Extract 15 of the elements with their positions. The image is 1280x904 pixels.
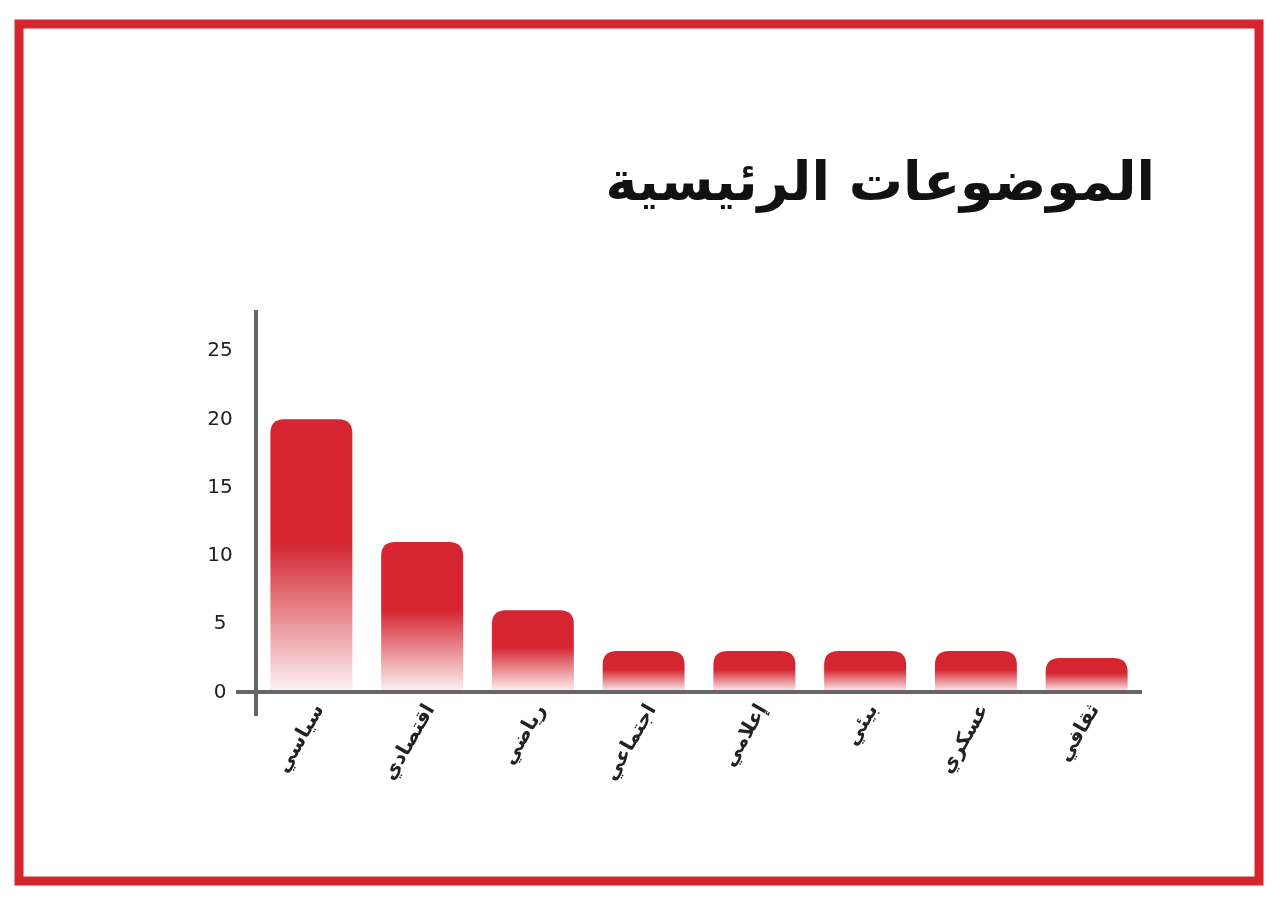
x-tick-label: اجتماعي <box>597 699 662 785</box>
chart-title: الموضوعات الرئيسية <box>605 150 1155 213</box>
y-tick-label: 10 <box>207 542 233 567</box>
x-tick-label: إعلامي <box>716 699 773 771</box>
x-tick-label: ثقافي <box>1051 699 1105 767</box>
x-tick-label: رياضي <box>496 699 551 769</box>
y-tick-label: 20 <box>207 405 233 430</box>
y-tick-label: 25 <box>207 337 233 362</box>
x-tick-label: عسكري <box>933 699 994 778</box>
x-tick-label: سياسي <box>270 699 330 777</box>
y-tick-label: 5 <box>213 610 227 635</box>
y-tick-label: 15 <box>207 473 233 498</box>
y-tick-label: 0 <box>213 678 227 703</box>
x-tick-label: بيئي <box>839 699 884 750</box>
x-tick-label: اقتصادي <box>376 699 441 785</box>
